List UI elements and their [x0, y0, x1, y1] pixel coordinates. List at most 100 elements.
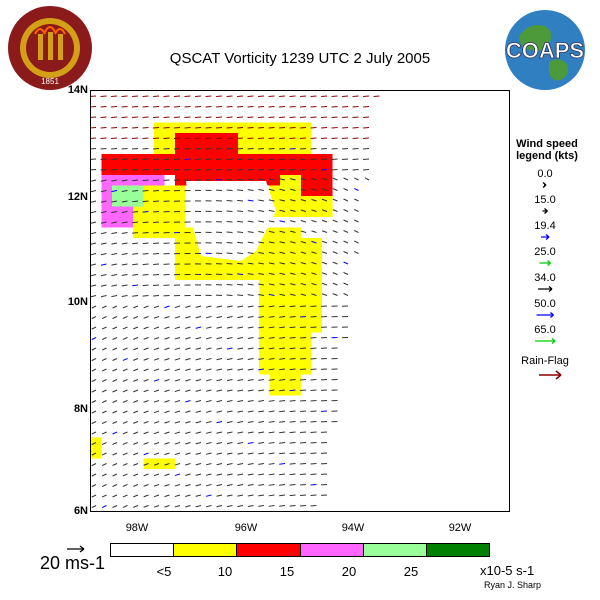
wind-arrow	[226, 389, 233, 392]
wind-arrow	[91, 337, 97, 341]
wind-arrow	[91, 358, 97, 362]
wind-arrow	[205, 358, 212, 361]
wind-arrow	[226, 178, 233, 181]
vorticity-cell	[206, 259, 217, 270]
wind-arrow	[290, 251, 296, 254]
wind-arrow	[279, 199, 286, 202]
vorticity-cell	[248, 154, 259, 165]
wind-arrow	[143, 410, 149, 414]
wind-arrow	[258, 273, 265, 275]
wind-arrow	[300, 262, 307, 265]
vorticity-cell	[280, 301, 291, 312]
wind-arrow	[268, 463, 275, 465]
wind-arrow	[216, 305, 223, 308]
wind-arrow	[91, 305, 97, 309]
vorticity-cell	[290, 185, 301, 196]
vorticity-cell	[290, 374, 301, 385]
vorticity-cell	[269, 175, 280, 186]
wind-arrow	[195, 347, 202, 350]
wind-arrow	[300, 484, 307, 486]
vorticity-cell	[217, 154, 228, 165]
vorticity-cell	[248, 269, 259, 280]
wind-arrow	[153, 305, 160, 309]
wind-arrow	[300, 272, 307, 275]
wind-arrow	[100, 221, 107, 224]
vorticity-cell	[185, 238, 196, 249]
wind-arrow	[226, 273, 233, 275]
wind-arrow	[153, 368, 160, 372]
wind-legend: 0.0 15.0 19.4 25.0 34.0 50.0 65.0	[534, 168, 556, 344]
vorticity-cell	[280, 154, 291, 165]
wind-arrow	[216, 410, 223, 413]
wind-arrow	[332, 198, 338, 202]
wind-arrow	[226, 347, 233, 350]
wind-arrow	[311, 198, 317, 202]
vorticity-cell	[248, 133, 259, 144]
wind-legend-speed: 34.0	[534, 272, 555, 284]
wind-arrow	[268, 473, 275, 476]
wind-arrow	[91, 200, 97, 203]
vorticity-cell	[101, 154, 112, 165]
wind-arrow	[143, 379, 149, 382]
wind-arrow	[258, 463, 265, 465]
vorticity-cell	[290, 175, 301, 186]
vorticity-cell	[259, 332, 270, 343]
wind-arrow	[237, 273, 244, 275]
wind-arrow	[91, 379, 97, 383]
wind-arrow	[164, 505, 170, 508]
wind-arrow	[279, 272, 286, 275]
wind-arrow	[247, 305, 254, 308]
wind-arrow	[290, 230, 296, 233]
wind-arrow	[143, 463, 149, 466]
vorticity-cell	[206, 154, 217, 165]
wind-arrow	[321, 219, 328, 223]
vorticity-cell	[269, 353, 280, 364]
vorticity-cell	[311, 280, 322, 291]
wind-arrow	[101, 400, 107, 404]
wind-arrow	[112, 473, 118, 477]
wind-arrow	[300, 347, 307, 350]
vorticity-cell	[227, 175, 238, 186]
wind-arrow	[289, 337, 296, 339]
wind-arrow	[237, 452, 244, 455]
wind-arrow	[343, 219, 349, 223]
wind-arrow	[91, 326, 97, 330]
wind-arrow	[247, 199, 254, 202]
vorticity-cell	[164, 154, 175, 165]
vorticity-cell	[322, 196, 333, 207]
plot-area	[90, 90, 510, 512]
vorticity-cell	[91, 437, 102, 448]
wind-arrow	[258, 484, 265, 486]
wind-arrow	[153, 200, 160, 203]
wind-arrow	[226, 241, 233, 244]
wind-arrow	[122, 316, 128, 319]
wind-arrow	[279, 209, 286, 212]
wind-arrow	[216, 368, 223, 371]
vorticity-cell	[290, 311, 301, 322]
wind-arrow	[247, 463, 254, 465]
credit-text: Ryan J. Sharp	[484, 580, 542, 590]
wind-arrow	[101, 452, 107, 456]
wind-arrow	[311, 219, 317, 223]
y-tick-label: 12N	[67, 191, 88, 203]
wind-arrow	[247, 252, 254, 254]
wind-arrow	[289, 463, 296, 465]
wind-arrow	[237, 431, 244, 434]
vorticity-cell	[269, 322, 280, 333]
wind-arrow	[290, 293, 296, 296]
wind-arrow	[100, 242, 107, 245]
wind-arrow	[216, 400, 223, 403]
wind-arrow	[247, 210, 254, 212]
wind-arrow	[258, 316, 265, 318]
wind-arrow	[91, 400, 97, 404]
vorticity-cell	[259, 122, 270, 133]
wind-arrow	[174, 431, 181, 435]
wind-arrow	[237, 326, 244, 329]
wind-arrow	[268, 452, 275, 455]
wind-arrow	[133, 400, 139, 403]
vorticity-cell	[112, 175, 123, 186]
vorticity-cell	[301, 196, 312, 207]
vorticity-cell	[185, 269, 196, 280]
wind-arrow	[122, 368, 128, 372]
wind-arrow	[122, 452, 128, 456]
